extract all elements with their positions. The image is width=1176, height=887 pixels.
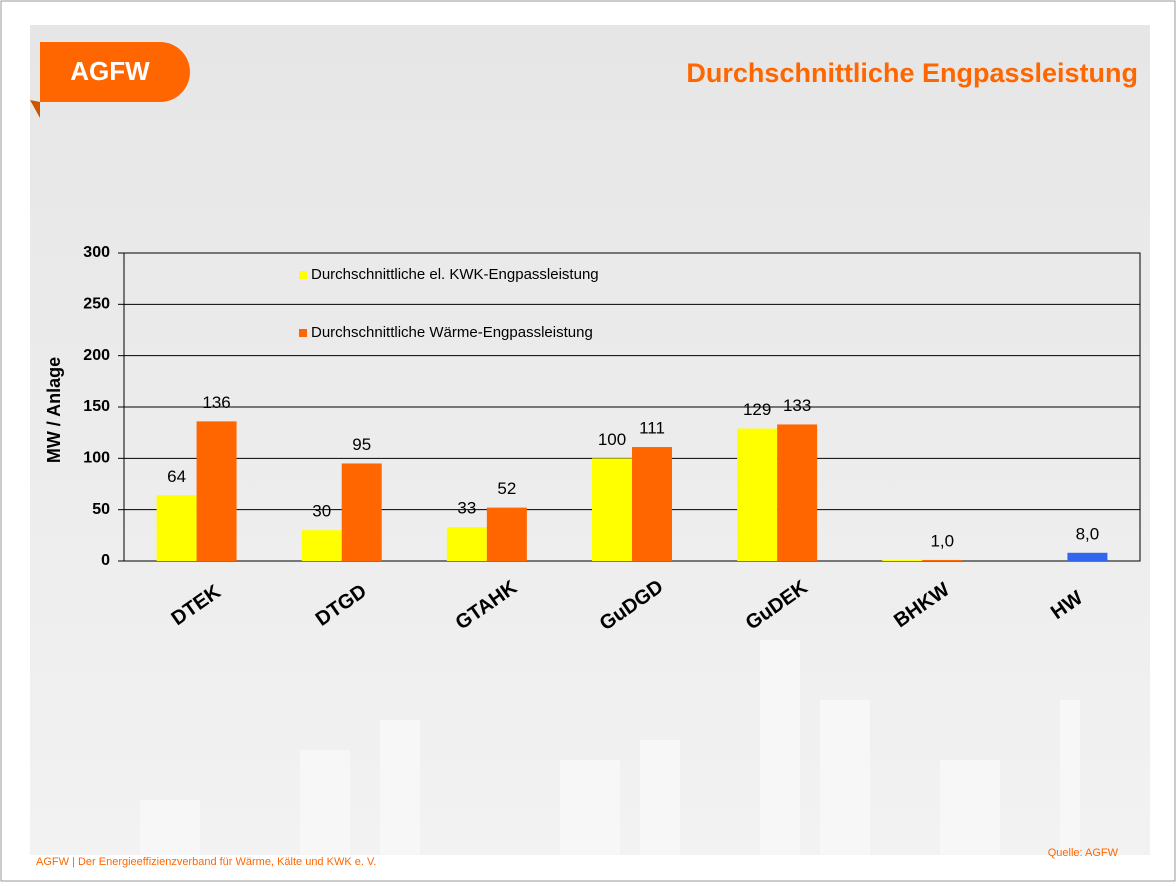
logo: AGFW: [70, 56, 150, 86]
source: Quelle: AGFW: [1048, 847, 1119, 859]
data-label: 8,0: [1076, 524, 1100, 543]
data-label: 95: [352, 435, 371, 454]
bar: [487, 508, 527, 561]
legend-swatch: [299, 271, 307, 279]
bar: [922, 560, 962, 561]
y-tick-label: 150: [83, 398, 110, 415]
slide-title: Durchschnittliche Engpassleistung: [686, 58, 1138, 88]
bar: [882, 560, 922, 561]
bar: [302, 530, 342, 561]
data-label: 30: [312, 502, 331, 521]
bar: [737, 429, 777, 561]
bar: [447, 527, 487, 561]
data-label: 64: [167, 467, 186, 486]
bar: [1067, 553, 1107, 561]
data-label: 133: [783, 396, 811, 415]
data-label: 52: [497, 479, 516, 498]
data-label: 129: [743, 400, 771, 419]
bar: [777, 424, 817, 561]
bar: [197, 421, 237, 561]
data-label: 111: [639, 419, 665, 438]
y-tick-label: 200: [83, 347, 110, 364]
legend-swatch: [299, 329, 307, 337]
slide: AGFW Durchschnittliche Engpassleistung M…: [0, 0, 1176, 882]
y-tick-label: 0: [101, 552, 110, 569]
footer: AGFW | Der Energieeffizienzverband für W…: [36, 856, 376, 868]
legend-label: Durchschnittliche el. KWK-Engpassleistun…: [311, 266, 599, 283]
data-label: 136: [202, 393, 230, 412]
data-label: 33: [457, 499, 476, 518]
y-tick-label: 300: [83, 244, 110, 261]
y-tick-label: 250: [83, 296, 110, 313]
data-label: 100: [598, 430, 626, 449]
bar: [157, 495, 197, 561]
y-axis-label: MW / Anlage: [44, 357, 64, 463]
bar: [632, 447, 672, 561]
y-tick-label: 100: [83, 450, 110, 467]
data-label: 1,0: [930, 531, 954, 550]
legend-label: Durchschnittliche Wärme-Engpassleistung: [311, 324, 593, 341]
bar: [592, 458, 632, 561]
y-tick-label: 50: [92, 501, 110, 518]
bar: [342, 463, 382, 561]
